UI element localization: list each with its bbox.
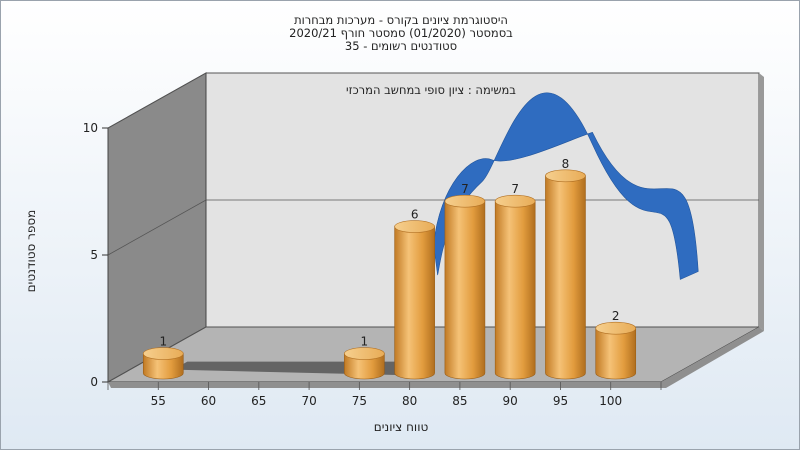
y-tick-label-0: 0 [90,375,98,389]
y-tick-label-5: 5 [90,248,98,262]
bar-top-95 [545,169,586,183]
bar-body-85 [444,200,486,380]
bar-top-90 [494,194,536,208]
x-tick-label-55: 55 [151,394,166,408]
x-tick-label-65: 65 [251,394,266,408]
bar-top-100 [595,321,637,335]
back-wall-edge [759,73,764,331]
chart-title-line-1: היסטוגרמת ציונים בקורס - מערכות מבחרות [294,13,508,27]
x-tick-label-100: 100 [599,394,622,408]
x-tick-label-60: 60 [201,394,216,408]
bar-body-80 [394,226,435,380]
bar-value-label-100: 2 [612,309,620,323]
bar-value-label-80: 6 [411,208,419,222]
bar-top-85 [444,194,486,208]
gridline-10 [107,72,759,129]
bar-body-100 [595,327,637,380]
bar-top-75 [344,347,385,360]
x-tick-label-90: 90 [503,394,518,408]
x-tick-label-95: 95 [553,394,568,408]
bar-top-80 [394,220,435,233]
bar-value-label-95: 8 [562,157,570,171]
ribbon-blue [433,92,699,280]
y-tick-label-10: 10 [83,121,98,135]
bars: 1 1 6 7 7 8 2 [142,157,637,380]
bar-80: 6 [394,208,435,380]
chart-title-line-2: בסמסטר (01/2020) סמסטר חורף 2020/21 [289,26,513,40]
x-tick-label-80: 80 [402,394,417,408]
x-axis-label: טווח ציונים [373,420,429,434]
bar-body-55 [142,353,184,380]
bar-value-label-55: 1 [159,335,167,349]
x-tick-label-85: 85 [452,394,467,408]
bar-85: 7 [444,182,486,380]
bar-75: 1 [344,335,385,380]
bar-55: 1 [142,335,184,380]
axis-ticks: 0 5 10 55 60 65 70 75 80 85 90 95 100 [83,121,662,408]
chart-title-line-3: סטודנטים רשומים - 35 [344,39,458,53]
bar-value-label-85: 7 [461,182,469,196]
bar-100: 2 [595,309,637,380]
bar-value-label-90: 7 [511,182,519,196]
x-tick-label-70: 70 [301,394,316,408]
bar-body-95 [545,175,586,380]
chart-annotation: במשימה : ציון סופי במחשב המרכזי [346,83,516,97]
bar-90: 7 [494,182,536,380]
bar-body-90 [494,200,536,380]
bar-body-75 [344,353,385,380]
x-tick-label-75: 75 [352,394,367,408]
bar-top-55 [142,347,184,360]
bar-95: 8 [545,157,586,380]
y-axis-label: מספר סטודנטים [24,209,38,293]
bar-value-label-75: 1 [361,335,369,349]
